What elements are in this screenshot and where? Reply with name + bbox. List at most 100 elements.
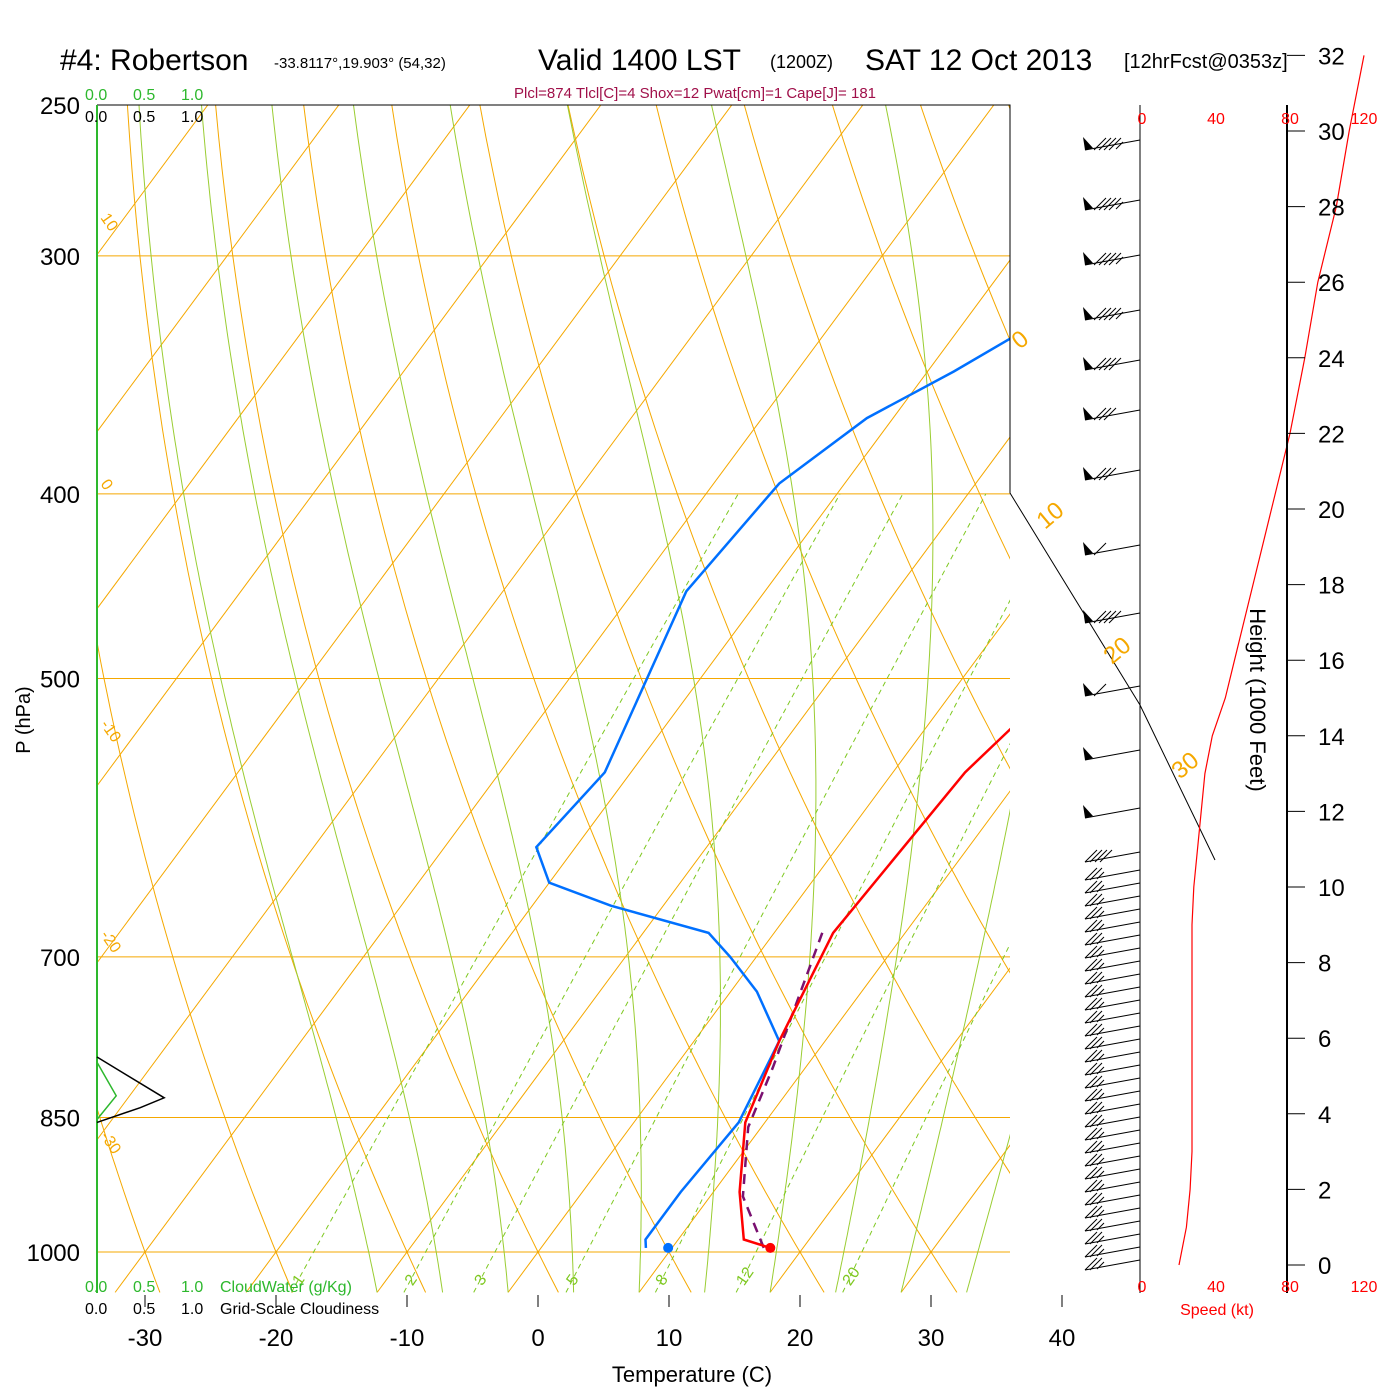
cloudiness-tick-top: 1.0 xyxy=(181,109,203,126)
isotherm-line xyxy=(245,259,1010,1293)
pressure-tick-label: 500 xyxy=(40,667,80,694)
temperature-ticks: -30 -20 -10 0 10 20 30 40 xyxy=(128,1295,1076,1352)
speed-tick-bottom: 80 xyxy=(1281,1279,1299,1296)
isotherm-line xyxy=(769,967,1010,1293)
isobar-lines xyxy=(97,105,1010,1253)
speed-tick-top: 40 xyxy=(1207,111,1225,128)
wind-barb xyxy=(1084,1101,1141,1115)
wind-barb xyxy=(1084,997,1141,1011)
wind-barb xyxy=(1084,1114,1141,1128)
height-axis-label: Height (1000 Feet) xyxy=(1245,608,1270,791)
dry-adiabat xyxy=(391,105,825,1293)
height-tick-label: 30 xyxy=(1318,119,1345,146)
wind-barb xyxy=(1083,307,1141,321)
valid-date: SAT 12 Oct 2013 xyxy=(865,44,1092,77)
moist-adiabat xyxy=(352,105,575,1293)
speed-ticks-bottom: 0 40 80 120 xyxy=(1138,1279,1378,1296)
cloudwater-tick-top: 1.0 xyxy=(181,87,203,104)
isotherm-label: -10 xyxy=(97,717,124,746)
mixing-ratio-label: 8 xyxy=(653,1272,672,1289)
isotherm-label-right: 20 xyxy=(1099,632,1137,670)
dry-adiabat xyxy=(97,639,294,1293)
cloudwater-tick-bottom: 0.0 xyxy=(85,1279,107,1296)
speed-tick-bottom: 120 xyxy=(1351,1279,1378,1296)
wind-barb xyxy=(1084,1231,1141,1245)
speed-tick-top: 80 xyxy=(1281,111,1299,128)
height-tick-label: 8 xyxy=(1318,951,1331,978)
dry-adiabat xyxy=(655,105,1010,974)
height-tick-label: 0 xyxy=(1318,1253,1331,1280)
dry-adiabat xyxy=(567,105,1010,1174)
isotherm-label: -30 xyxy=(97,1129,124,1158)
speed-ticks-top: 0 40 80 120 xyxy=(1138,111,1378,128)
height-tick-label: 32 xyxy=(1318,43,1345,70)
wind-barb xyxy=(1084,1010,1141,1024)
pressure-tick-label: 1000 xyxy=(27,1240,80,1267)
wind-barb xyxy=(1083,747,1141,761)
wind-barb xyxy=(1084,906,1141,920)
dry-adiabat xyxy=(126,105,427,1293)
wind-barb xyxy=(1083,252,1141,266)
mixing-ratio-line xyxy=(735,742,1010,1293)
pressure-ticks: 250 300 400 500 700 850 1000 xyxy=(27,93,80,1267)
wind-barb xyxy=(1084,1153,1141,1167)
mixing-ratio-label: 3 xyxy=(471,1272,490,1289)
moist-adiabat xyxy=(200,105,444,1293)
y-axis-label: P (hPa) xyxy=(13,686,35,753)
pressure-tick-label: 700 xyxy=(40,945,80,972)
wind-barb xyxy=(1084,919,1141,933)
dry-adiabat xyxy=(743,105,1010,770)
isotherm-line xyxy=(638,790,1010,1293)
dry-adiabat xyxy=(303,105,692,1293)
wind-barb xyxy=(1084,893,1141,907)
dry-adiabat xyxy=(1171,71,1400,1292)
mixing-ratio-label: 20 xyxy=(840,1264,864,1288)
temperature-trace xyxy=(738,727,1010,1250)
moist-adiabat xyxy=(449,105,642,1293)
wind-barb xyxy=(1084,1179,1141,1193)
height-tick-label: 24 xyxy=(1318,346,1345,373)
isotherm-line xyxy=(97,105,340,433)
dry-adiabats xyxy=(97,71,1400,1293)
forecast-info: [12hrFcst@0353z] xyxy=(1124,51,1288,73)
wind-barb xyxy=(1084,984,1141,998)
station-title: #4: Robertson xyxy=(60,44,248,77)
height-tick-label: 26 xyxy=(1318,270,1345,297)
mixing-ratio-lines xyxy=(290,493,1010,1293)
cloudwater-tick-top: 0.5 xyxy=(133,87,155,104)
mixing-ratio-label: 12 xyxy=(733,1264,757,1288)
wind-barb xyxy=(1084,1244,1141,1258)
dry-adiabat xyxy=(1345,71,1400,1292)
pressure-tick-label: 400 xyxy=(40,482,80,509)
wind-barb xyxy=(1084,1166,1141,1180)
moist-adiabat xyxy=(900,808,1010,1293)
cloudiness-tick-bottom: 0.5 xyxy=(133,1301,155,1318)
wind-barb xyxy=(1083,683,1141,697)
isotherm-line xyxy=(1163,71,1400,1292)
isotherms xyxy=(97,71,1400,1293)
isotherm-line xyxy=(97,105,471,610)
moist-adiabat xyxy=(271,105,509,1293)
wind-barb xyxy=(1084,880,1141,894)
mixing-ratio-line xyxy=(565,493,987,1293)
dry-adiabat xyxy=(97,1106,161,1293)
temperature-tick-label: 0 xyxy=(531,1325,544,1352)
cloudiness-tick-top: 0.5 xyxy=(133,109,155,126)
wind-barb xyxy=(1084,1088,1141,1102)
zulu-time: (1200Z) xyxy=(770,52,833,72)
isotherm-line xyxy=(114,105,995,1293)
wind-barb xyxy=(1083,137,1141,151)
wind-barb xyxy=(1084,867,1141,881)
temperature-tick-label: 10 xyxy=(656,1325,683,1352)
isotherm-line xyxy=(507,613,1010,1293)
temperature-tick-label: 40 xyxy=(1049,1325,1076,1352)
moist-adiabat xyxy=(710,105,817,1293)
wind-barb xyxy=(1083,357,1141,371)
surface-dewpoint-dot xyxy=(663,1242,674,1253)
wind-barb xyxy=(1083,805,1141,819)
mixing-ratio-line xyxy=(842,943,1010,1293)
isotherm-label-right: 10 xyxy=(1032,497,1070,535)
cloudiness-tick-bottom: 0.0 xyxy=(85,1301,107,1318)
wind-barb xyxy=(1084,1205,1141,1219)
